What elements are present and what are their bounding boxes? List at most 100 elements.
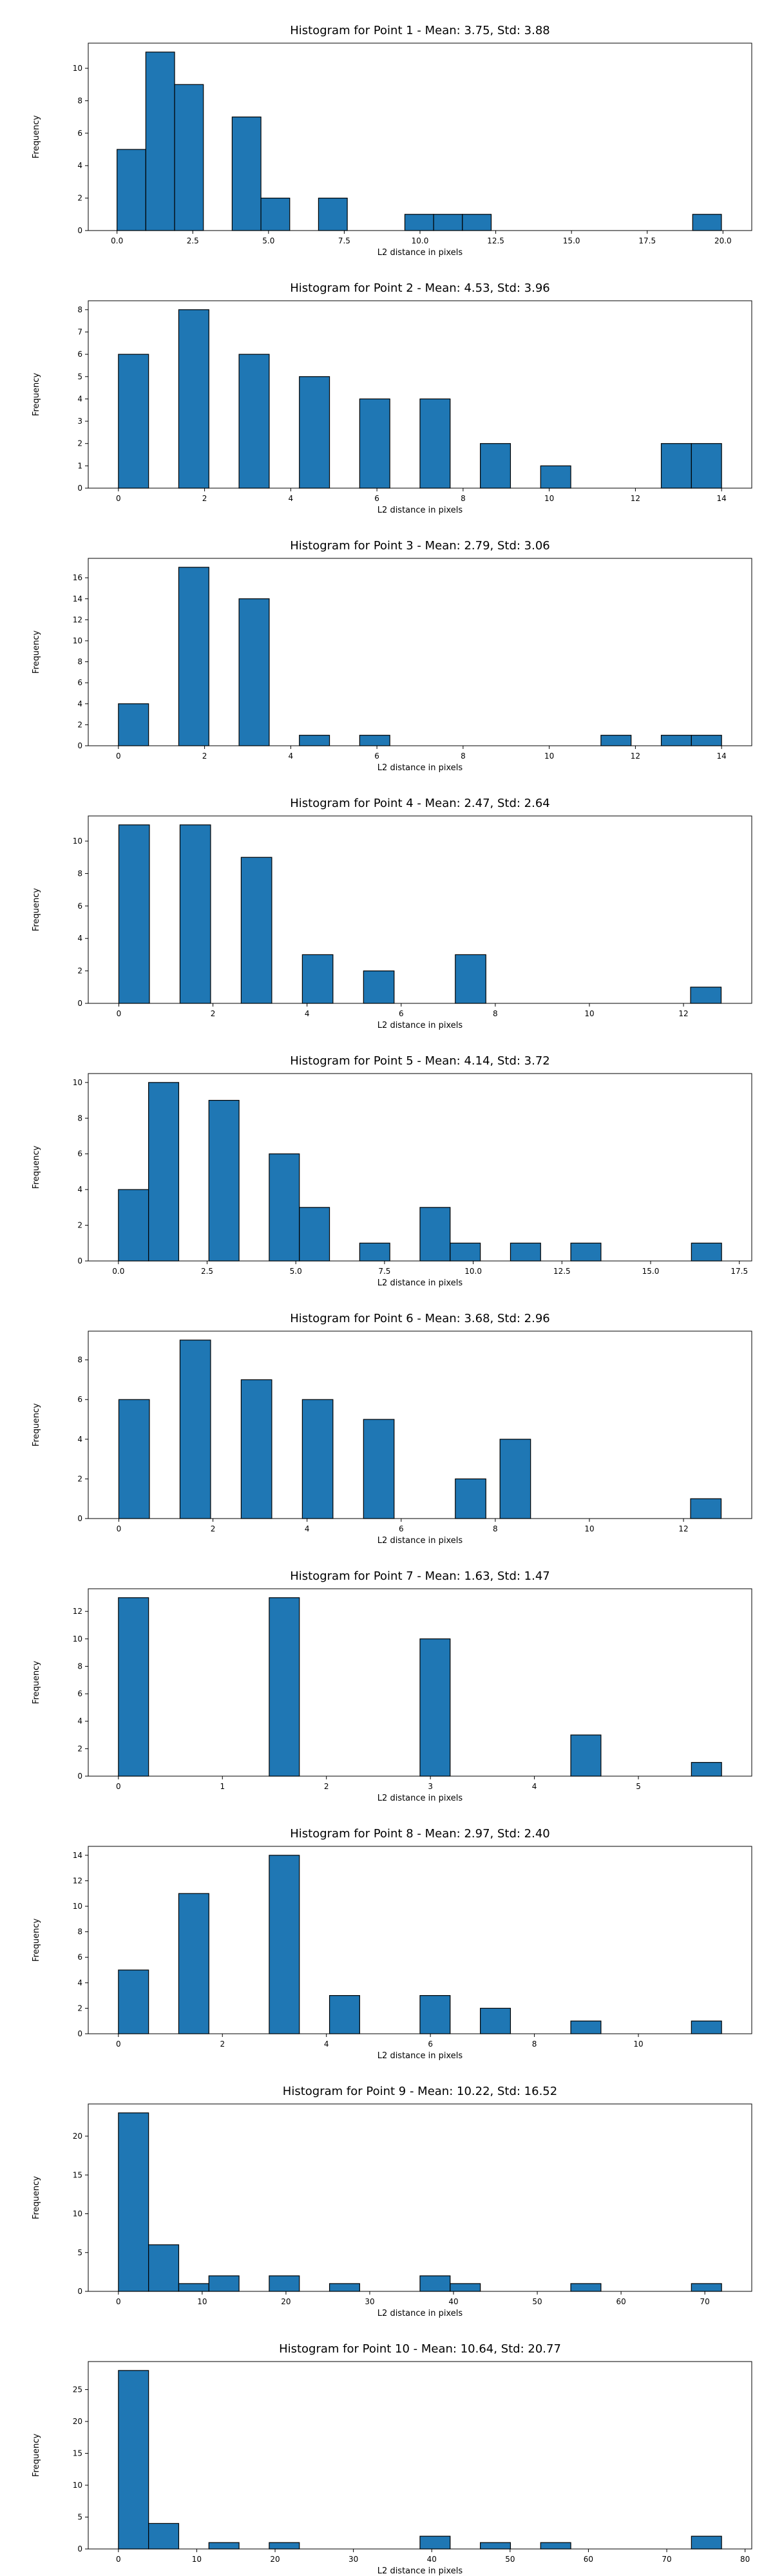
histogram-panel-2: Histogram for Point 2 - Mean: 4.53, Std:… [32, 281, 752, 515]
y-tick-label: 25 [73, 2385, 82, 2394]
histogram-bar [419, 1207, 451, 1262]
y-tick-label: 0 [77, 2544, 82, 2553]
histogram-bar [208, 2542, 240, 2550]
x-tick-label: 0 [117, 1009, 122, 1018]
histogram-bar [404, 214, 434, 231]
x-tick-label: 2 [220, 2040, 225, 2049]
y-tick-label: 1 [77, 461, 82, 470]
histogram-bar [318, 198, 348, 231]
histogram-bar [301, 954, 334, 1004]
chart-title: Histogram for Point 2 - Mean: 4.53, Std:… [290, 281, 550, 295]
histogram-bar [117, 149, 146, 231]
x-tick-label: 4 [305, 1009, 310, 1018]
x-axis-label: L2 distance in pixels [377, 248, 463, 258]
histogram-bar [148, 1082, 180, 1262]
histogram-bar [359, 735, 390, 746]
x-axis-label: L2 distance in pixels [377, 1278, 463, 1288]
histogram-bar [690, 1498, 722, 1519]
histogram-bar [480, 2542, 511, 2550]
x-tick-label: 3 [428, 1782, 433, 1791]
histogram-bar [419, 1995, 451, 2034]
y-axis-label: Frequency [32, 888, 41, 931]
y-tick-label: 10 [73, 2210, 82, 2219]
x-tick-label: 12.5 [553, 1267, 571, 1276]
x-tick-label: 4 [532, 1782, 537, 1791]
x-axis-label: L2 distance in pixels [377, 2309, 463, 2318]
histogram-bar [499, 1439, 531, 1519]
histogram-bar [359, 398, 390, 489]
y-tick-label: 3 [77, 417, 82, 426]
x-tick-label: 10 [544, 494, 554, 503]
x-tick-label: 5.0 [290, 1267, 302, 1276]
y-tick-label: 10 [73, 1902, 82, 1911]
histogram-bar [570, 2283, 602, 2292]
x-tick-label: 12 [631, 494, 640, 503]
histogram-bar [691, 735, 722, 746]
x-tick-label: 10 [584, 1524, 594, 1533]
x-tick-label: 60 [616, 2297, 625, 2306]
x-tick-label: 0 [117, 1524, 122, 1533]
histogram-bar [419, 398, 451, 489]
histogram-bar [455, 1478, 486, 1519]
x-tick-label: 0 [116, 752, 121, 761]
y-tick-label: 10 [73, 2481, 82, 2490]
histogram-bar [299, 735, 330, 746]
plot-frame [88, 1846, 752, 2034]
histogram-bar [148, 2523, 180, 2550]
histogram-bar [118, 1969, 149, 2034]
y-tick-label: 12 [73, 615, 82, 624]
histogram-bar [301, 1399, 334, 1519]
y-tick-label: 6 [77, 1395, 82, 1404]
histogram-bar [178, 1893, 209, 2034]
x-tick-label: 12 [678, 1524, 688, 1533]
x-tick-label: 6 [374, 752, 379, 761]
histogram-bar [240, 1379, 272, 1519]
chart-title: Histogram for Point 6 - Mean: 3.68, Std:… [290, 1312, 550, 1325]
x-tick-label: 50 [505, 2555, 515, 2564]
y-tick-label: 0 [77, 2029, 82, 2038]
y-tick-label: 4 [77, 1717, 82, 1726]
x-tick-label: 7.5 [338, 236, 350, 245]
x-tick-label: 5.0 [262, 236, 274, 245]
histogram-bar [174, 84, 204, 231]
plot-frame [88, 815, 752, 1004]
histogram-bar [540, 2542, 571, 2550]
y-tick-label: 8 [77, 1662, 82, 1671]
x-tick-label: 8 [493, 1009, 498, 1018]
y-tick-label: 6 [77, 902, 82, 911]
plot-frame [88, 1331, 752, 1519]
x-tick-label: 30 [348, 2555, 358, 2564]
y-tick-label: 2 [77, 1221, 82, 1230]
histogram-bar [660, 735, 692, 746]
x-tick-label: 80 [740, 2555, 750, 2564]
y-tick-label: 8 [77, 869, 82, 878]
y-tick-label: 2 [77, 720, 82, 729]
y-axis-label: Frequency [32, 2176, 41, 2219]
histogram-bar [419, 1638, 451, 1777]
y-axis-label: Frequency [32, 115, 41, 158]
y-axis-label: Frequency [32, 373, 41, 416]
histogram-bar [329, 1995, 360, 2034]
x-tick-label: 10.0 [412, 236, 429, 245]
y-tick-label: 15 [73, 2170, 82, 2179]
histogram-panel-7: Histogram for Point 7 - Mean: 1.63, Std:… [32, 1569, 752, 1803]
histogram-bar [299, 376, 330, 489]
y-tick-label: 10 [73, 837, 82, 846]
histogram-bar [480, 443, 511, 489]
y-tick-label: 7 [77, 328, 82, 337]
y-tick-label: 0 [77, 741, 82, 750]
y-tick-label: 16 [73, 573, 82, 582]
histogram-bar [480, 2007, 511, 2034]
y-axis-label: Frequency [32, 630, 41, 674]
histogram-bar [118, 2112, 149, 2292]
x-tick-label: 0 [116, 494, 121, 503]
y-tick-label: 0 [77, 1772, 82, 1781]
y-tick-label: 4 [77, 1185, 82, 1194]
y-tick-label: 0 [77, 484, 82, 493]
histogram-bar [691, 2283, 722, 2292]
chart-title: Histogram for Point 5 - Mean: 4.14, Std:… [290, 1054, 550, 1068]
y-tick-label: 5 [77, 2513, 82, 2522]
x-tick-label: 12 [678, 1009, 688, 1018]
histogram-bar [269, 1597, 300, 1777]
